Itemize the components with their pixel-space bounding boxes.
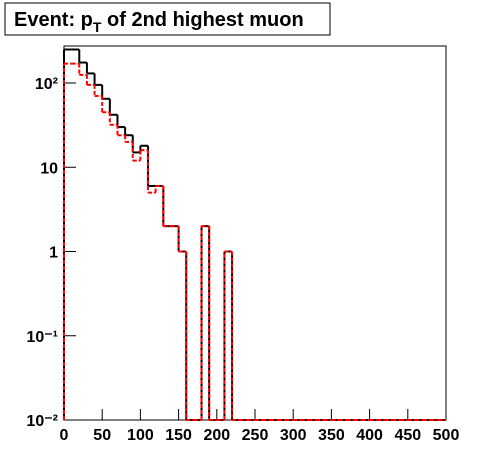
y-tick-label: 10² xyxy=(35,76,58,93)
y-tick-label: 1 xyxy=(49,245,58,262)
title-box xyxy=(4,2,331,36)
chart-title: Event: pT of 2nd highest muon xyxy=(14,9,304,35)
x-tick-label: 250 xyxy=(242,427,269,444)
x-tick-label: 450 xyxy=(394,427,421,444)
x-tick-label: 500 xyxy=(433,427,460,444)
x-tick-label: 400 xyxy=(356,427,383,444)
x-tick-label: 200 xyxy=(203,427,230,444)
plot-frame xyxy=(63,45,447,421)
y-tick-label: 10 xyxy=(40,160,58,177)
x-tick-label: 150 xyxy=(165,427,192,444)
x-tick-label: 300 xyxy=(280,427,307,444)
x-tick-label: 50 xyxy=(93,427,111,444)
y-tick-label: 10⁻¹ xyxy=(26,329,58,346)
y-tick-label: 10⁻² xyxy=(26,413,58,430)
x-tick-label: 350 xyxy=(318,427,345,444)
x-tick-label: 100 xyxy=(127,427,154,444)
x-tick-label: 0 xyxy=(60,427,69,444)
